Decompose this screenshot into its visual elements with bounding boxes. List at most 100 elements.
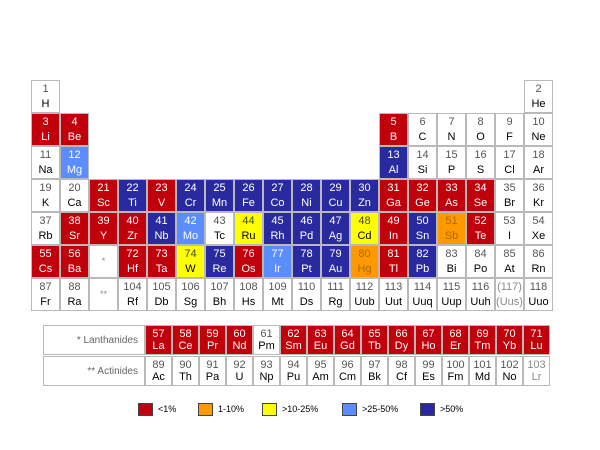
element-cell-hf: 72 Hf [118,245,147,278]
atomic-number: 90 [179,359,192,371]
atomic-number: 60 [233,328,246,340]
atomic-number: 81 [387,248,400,260]
atomic-number: 61 [260,328,273,340]
legend-label: 1-10% [218,404,245,414]
element-symbol: Sg [183,296,198,308]
atomic-number: 50 [416,215,429,227]
atomic-number: 46 [300,215,313,227]
element-symbol: Ti [128,197,137,209]
element-cell-xe: 54 Xe [524,212,553,245]
element-symbol: Ds [299,296,314,308]
periodic-table-grid: 1 H 2 He 3 Li 4 Be 5 B 6 C 7 N 8 O 9 F 10 Ne 11 Na 12 Mg 13 Al 14 S… [31,80,553,312]
element-symbol: La [152,340,165,352]
element-symbol: Ir [274,263,281,275]
atomic-number: 55 [39,248,52,260]
element-symbol: Rg [328,296,343,308]
element-symbol: Sb [444,230,459,242]
element-symbol: Dy [394,340,409,352]
element-cell-tc: 43 Tc [205,212,234,245]
element-cell-y: 39 Y [89,212,118,245]
element-symbol: Rb [38,230,53,242]
element-cell-ds: 110 Ds [292,278,321,311]
atomic-number: 83 [445,248,458,260]
element-symbol: Uut [384,296,403,308]
element-cell-pm: 61 Pm [253,325,280,355]
element-cell-mt: 109 Mt [263,278,292,311]
element-symbol: Cd [357,230,372,242]
element-symbol: Ru [241,230,256,242]
atomic-number: 59 [206,328,219,340]
f-block-marker: * [89,245,118,278]
element-symbol: Mg [66,164,83,176]
element-cell-ni: 28 Ni [292,179,321,212]
atomic-number: 54 [532,215,545,227]
atomic-number: 87 [39,281,52,293]
element-cell-ne: 10 Ne [524,113,553,146]
element-symbol: Gd [340,340,355,352]
element-symbol: (Uus) [496,296,523,308]
atomic-number: 53 [503,215,516,227]
element-symbol: Po [473,263,488,275]
element-symbol: Tm [474,340,491,352]
atomic-number: 28 [300,182,313,194]
element-cell-hg: 80 Hg [350,245,379,278]
atomic-number: 68 [449,328,462,340]
element-cell-fm: 100 Fm [442,356,469,386]
atomic-number: 106 [181,281,200,293]
atomic-number: 23 [155,182,168,194]
element-cell-fe: 26 Fe [234,179,263,212]
element-cell-bi: 83 Bi [437,245,466,278]
atomic-number: 21 [97,182,110,194]
element-cell-te: 52 Te [466,212,495,245]
element-cell-uup: 115 Uup [437,278,466,311]
element-cell-rn: 86 Rn [524,245,553,278]
legend-label: >50% [440,404,464,414]
atomic-number: 24 [184,182,197,194]
element-cell-he: 2 He [524,80,553,113]
legend-item: 1-10% [198,400,273,420]
atomic-number: 118 [529,281,548,293]
element-cell-na: 11 Na [31,146,60,179]
atomic-number: 100 [446,359,465,371]
element-symbol: Os [241,263,256,275]
element-cell-ru: 44 Ru [234,212,263,245]
element-cell-ag: 47 Ag [321,212,350,245]
element-symbol: Na [38,164,53,176]
atomic-number: 36 [532,182,545,194]
element-symbol: Rn [531,263,546,275]
element-symbol: Ac [152,371,165,383]
element-cell-bk: 97 Bk [361,356,388,386]
element-cell-pr: 59 Pr [199,325,226,355]
element-symbol: Uuh [470,296,491,308]
element-symbol: O [476,131,485,143]
atomic-number: 1 [42,83,49,95]
element-cell-mo: 42 Mo [176,212,205,245]
element-symbol: P [447,164,456,176]
atomic-number: 88 [68,281,81,293]
legend-label: >25-50% [362,404,399,414]
element-symbol: Br [504,197,515,209]
atomic-number: 73 [155,248,168,260]
atomic-number: 95 [314,359,327,371]
atomic-number: 9 [506,116,513,128]
element-symbol: Ga [386,197,401,209]
element-cell-nd: 60 Nd [226,325,253,355]
atomic-number: 33 [445,182,458,194]
element-symbol: Pb [415,263,430,275]
element-cell-sr: 38 Sr [60,212,89,245]
element-cell-sg: 106 Sg [176,278,205,311]
atomic-number: 102 [500,359,519,371]
marker-text: ** [99,289,107,299]
atomic-number: 11 [39,149,52,161]
element-cell-ce: 58 Ce [172,325,199,355]
atomic-number: 7 [448,116,455,128]
element-cell-ra: 88 Ra [60,278,89,311]
element-symbol: Sc [97,197,110,209]
element-symbol: Es [422,371,435,383]
element-cell-np: 93 Np [253,356,280,386]
atomic-number: 3 [42,116,49,128]
atomic-number: 107 [210,281,229,293]
atomic-number: 75 [213,248,226,260]
